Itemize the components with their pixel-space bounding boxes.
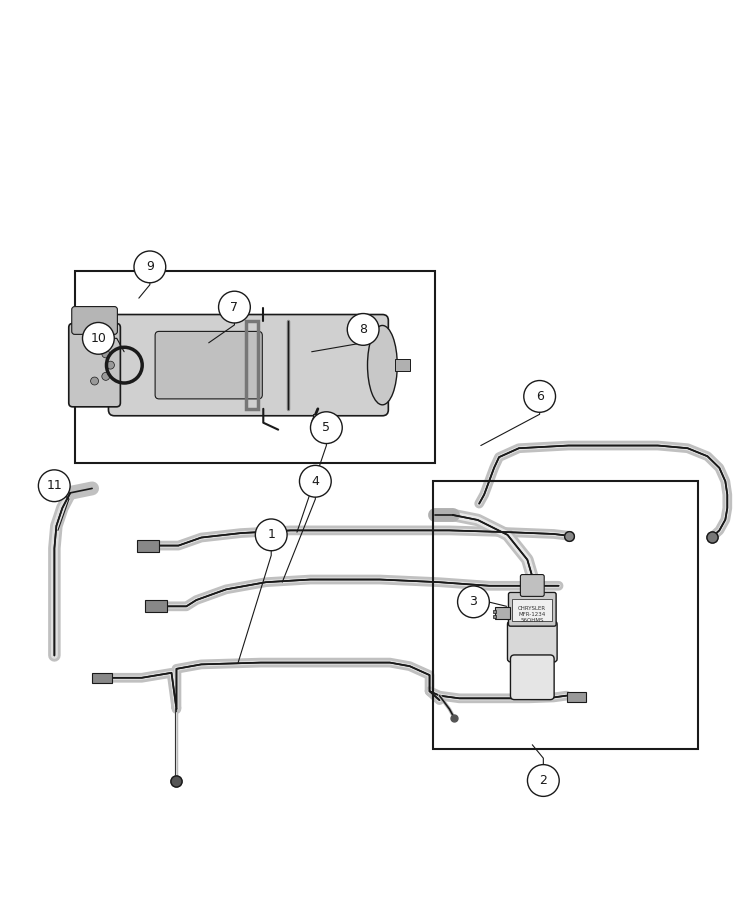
Text: 2: 2 [539,774,548,787]
Ellipse shape [368,326,397,405]
FancyBboxPatch shape [508,621,557,662]
Bar [493,616,496,618]
Text: CHRYSLER
MFR-1234
56OHMS: CHRYSLER MFR-1234 56OHMS [518,606,546,623]
FancyBboxPatch shape [511,655,554,699]
FancyBboxPatch shape [108,314,388,416]
Circle shape [102,373,110,381]
Circle shape [90,377,99,385]
Bar [513,599,552,621]
FancyBboxPatch shape [69,323,120,407]
Text: 9: 9 [146,260,154,274]
Circle shape [524,381,556,412]
Bar [433,482,698,749]
Circle shape [134,251,166,283]
Bar [567,692,586,702]
Circle shape [219,292,250,323]
Text: 10: 10 [90,332,106,345]
Bar [494,608,511,619]
Circle shape [528,765,559,796]
Circle shape [310,412,342,444]
Bar [395,359,411,371]
Circle shape [107,361,114,369]
Text: 7: 7 [230,301,239,313]
Text: 3: 3 [470,596,477,608]
Bar [247,321,259,409]
Circle shape [90,346,99,353]
Text: 5: 5 [322,421,330,434]
FancyBboxPatch shape [508,592,556,626]
FancyBboxPatch shape [520,574,544,597]
Bar [493,610,496,613]
Bar [144,600,167,612]
Bar [92,673,112,683]
Bar [137,540,159,552]
Circle shape [458,586,489,617]
Circle shape [39,470,70,501]
Circle shape [348,313,379,346]
FancyBboxPatch shape [72,307,117,335]
Text: 11: 11 [47,479,62,492]
Bar [75,271,435,464]
Text: 6: 6 [536,390,544,403]
Circle shape [256,519,287,551]
Text: 4: 4 [311,475,319,488]
Text: 8: 8 [359,323,367,336]
Circle shape [102,350,110,358]
FancyBboxPatch shape [155,331,262,399]
Circle shape [82,322,114,355]
Circle shape [299,465,331,497]
Text: 1: 1 [268,528,275,542]
